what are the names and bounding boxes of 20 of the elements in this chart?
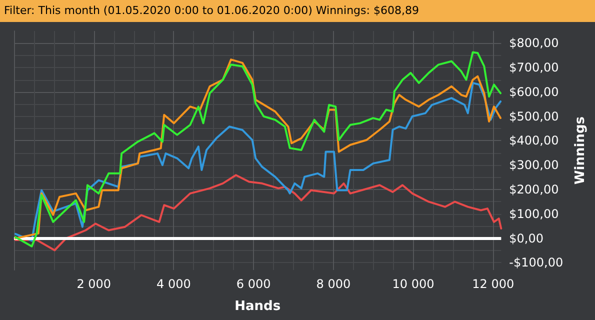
x-tick-label: 4 000	[156, 277, 191, 291]
y-axis-title: Winnings	[573, 116, 588, 185]
y-tick-label: -$100,00	[509, 256, 564, 270]
y-tick-label: $300,00	[509, 158, 559, 172]
x-tick-label: 10 000	[392, 277, 434, 291]
chart-title: Filter: This month (01.05.2020 0:00 to 01.06.2020 0:00) Winnings: $608,89	[0, 0, 595, 22]
line-series	[14, 174, 502, 252]
x-tick-label: 6 000	[236, 277, 271, 291]
x-axis-title: Hands	[234, 299, 281, 314]
y-tick-label: $600,00	[509, 84, 559, 99]
x-tick-label: 2 000	[76, 277, 112, 291]
y-tick-label: $0,00	[509, 231, 544, 246]
y-tick-label: $400,00	[509, 134, 559, 148]
x-tick-label: 8 000	[316, 277, 351, 291]
x-tick-label: 12 000	[472, 277, 514, 291]
y-tick-label: $500,00	[509, 109, 559, 124]
y-tick-label: $200,00	[509, 182, 559, 197]
y-tick-label: $100,00	[509, 206, 559, 221]
y-tick-label: $800,00	[509, 36, 559, 50]
y-tick-label: $700,00	[509, 60, 559, 75]
